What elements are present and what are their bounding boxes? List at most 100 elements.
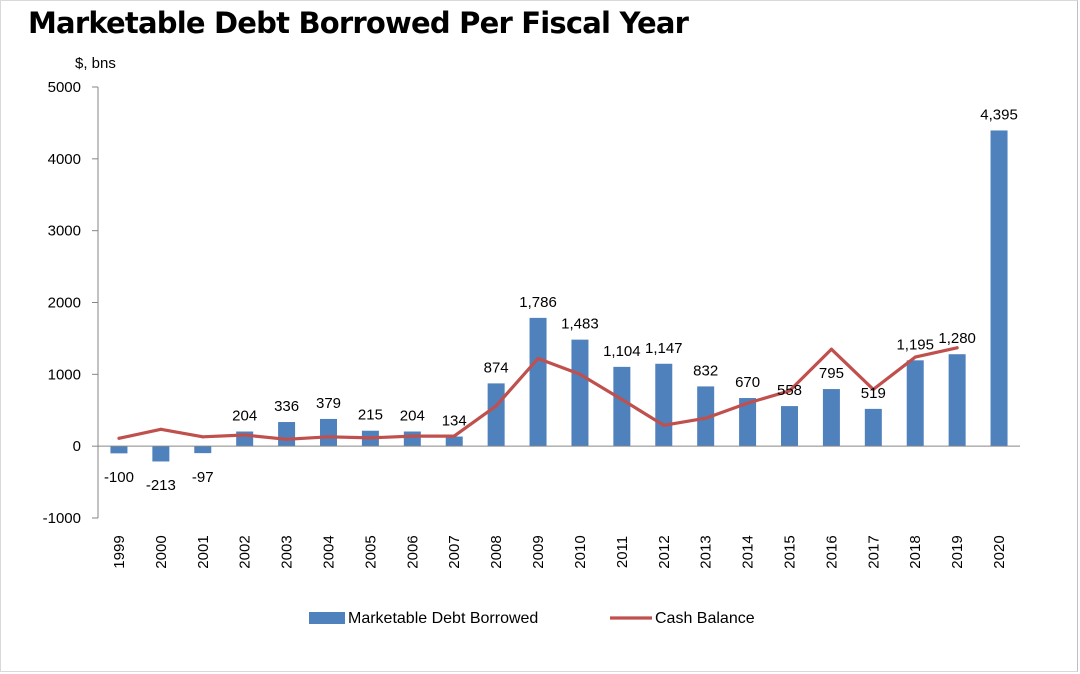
y-tick-label: 4000 — [48, 151, 81, 168]
data-label-1999: -100 — [104, 469, 134, 486]
data-label-2019: 1,280 — [938, 330, 976, 347]
data-label-2007: 134 — [442, 413, 467, 430]
cash-balance-point-2010 — [578, 372, 582, 376]
data-label-2014: 670 — [735, 374, 760, 391]
cash-balance-point-2017 — [871, 387, 875, 391]
x-axis: 1999 2000 2001 2002 2003 2004 2005 2006 2007 2008… — [111, 535, 1008, 568]
y-tick-label: 2000 — [48, 295, 81, 312]
data-label-2005: 215 — [358, 407, 383, 424]
data-labels: -100 -213 -97 204 336 379 215 204 134 874 1,7861,4… — [104, 106, 1018, 494]
bar-2001 — [194, 446, 212, 454]
bar-2009 — [529, 317, 547, 447]
cash-balance-point-2013 — [704, 416, 708, 420]
x-tick-label: 2003 — [279, 535, 296, 568]
x-tick-label: 2001 — [195, 535, 212, 568]
data-label-2010: 1,483 — [561, 316, 599, 333]
y-axis: -1000 0 1000 2000 3000 4000 5000 — [43, 79, 99, 527]
bar-2004 — [320, 418, 337, 447]
data-label-2008: 874 — [484, 359, 509, 376]
cash-balance-point-2001 — [201, 435, 205, 439]
bar-2016 — [822, 389, 840, 447]
chart-title: Marketable Debt Borrowed Per Fiscal Year — [28, 6, 689, 40]
cash-balance-point-2011 — [620, 397, 624, 401]
cash-balance-point-2016 — [829, 347, 833, 351]
legend-label-bar: Marketable Debt Borrowed — [348, 610, 538, 627]
y-tick-label: 3000 — [48, 223, 81, 240]
legend-label-line: Cash Balance — [655, 610, 755, 627]
cash-balance-point-2000 — [159, 427, 163, 431]
cash-balance-point-2009 — [536, 357, 540, 361]
x-tick-label: 2012 — [656, 535, 673, 568]
x-tick-label: 2010 — [572, 535, 589, 568]
x-tick-label: 2019 — [949, 535, 966, 568]
line-series — [117, 346, 959, 441]
legend: Marketable Debt Borrowed Cash Balance — [309, 610, 755, 627]
y-tick-label: -1000 — [43, 510, 81, 527]
cash-balance-point-2015 — [788, 389, 791, 393]
data-label-2020: 4,395 — [980, 106, 1018, 123]
x-tick-label: 2017 — [865, 535, 882, 568]
bar-2003 — [278, 422, 296, 447]
x-tick-label: 2013 — [698, 535, 715, 568]
bar-2000 — [152, 446, 170, 462]
x-tick-label: 2009 — [530, 535, 547, 568]
bar-2020 — [990, 130, 1008, 447]
cash-balance-point-2003 — [285, 437, 289, 441]
data-label-2000: -213 — [146, 477, 176, 494]
cash-balance-point-2004 — [327, 435, 330, 439]
cash-balance-point-2018 — [913, 355, 917, 359]
data-label-2012: 1,147 — [645, 340, 683, 357]
data-label-2006: 204 — [400, 408, 425, 425]
cash-balance-point-2008 — [494, 404, 498, 408]
cash-balance-point-2007 — [452, 434, 456, 438]
data-label-2017: 519 — [861, 385, 886, 402]
bar-2011 — [613, 366, 631, 447]
data-label-2013: 832 — [693, 362, 718, 379]
x-tick-label: 2005 — [362, 535, 379, 568]
bar-2007 — [445, 436, 463, 447]
bar-2018 — [906, 360, 924, 447]
data-label-2015: 558 — [777, 382, 802, 399]
data-label-2016: 795 — [819, 365, 844, 382]
bar-2017 — [864, 408, 882, 447]
x-tick-label: 2000 — [153, 535, 170, 568]
x-tick-label: 2004 — [321, 535, 338, 568]
cash-balance-point-2006 — [410, 434, 414, 438]
x-tick-label: 2018 — [907, 535, 924, 568]
data-label-2004: 379 — [316, 395, 341, 412]
bar-2012 — [655, 363, 673, 447]
y-tick-label: 0 — [73, 438, 81, 455]
x-tick-label: 2002 — [237, 535, 254, 568]
x-tick-label: 2007 — [446, 535, 463, 568]
x-tick-label: 2011 — [614, 536, 631, 568]
legend-swatch-bar — [309, 612, 345, 624]
bar-series — [110, 130, 1008, 462]
cash-balance-point-2014 — [746, 401, 750, 405]
x-tick-label: 2015 — [782, 535, 799, 568]
bar-2006 — [403, 431, 421, 447]
data-label-2002: 204 — [232, 408, 257, 425]
y-tick-label: 5000 — [48, 79, 81, 96]
data-label-2003: 336 — [274, 398, 299, 415]
bar-2014 — [739, 398, 757, 447]
data-label-2009: 1,786 — [519, 294, 557, 311]
y-axis-label: $, bns — [75, 55, 116, 72]
bar-2013 — [697, 386, 715, 447]
data-label-2018: 1,195 — [896, 336, 934, 353]
cash-balance-point-1999 — [117, 436, 121, 440]
cash-balance-point-2012 — [662, 423, 666, 427]
bar-1999 — [110, 446, 128, 454]
bar-2019 — [948, 354, 966, 447]
x-tick-label: 2008 — [488, 535, 505, 568]
x-tick-label: 2006 — [404, 535, 421, 568]
cash-balance-point-2019 — [955, 346, 959, 350]
x-tick-label: 2016 — [823, 535, 840, 568]
x-tick-label: 1999 — [111, 535, 128, 568]
bar-2015 — [781, 406, 798, 447]
bar-2008 — [487, 383, 505, 447]
cash-balance-point-2002 — [243, 433, 247, 437]
y-tick-label: 1000 — [48, 366, 81, 383]
cash-balance-point-2005 — [368, 436, 372, 440]
